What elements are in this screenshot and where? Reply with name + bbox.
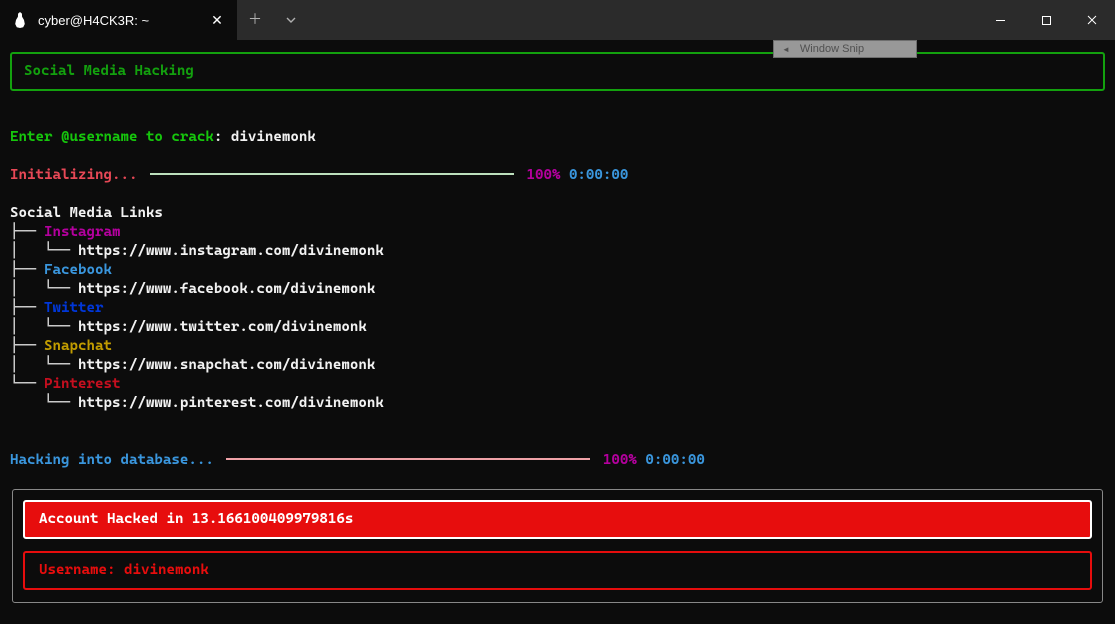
tree-url: │ └── https://www.twitter.com/divinemonk	[10, 318, 1105, 337]
tree-heading: Social Media Links	[10, 204, 1105, 223]
username-banner: Username: divinemonk	[23, 551, 1092, 590]
progress-hacking: Hacking into database... 100% 0:00:00	[10, 451, 1105, 470]
tab-title: cyber@H4CK3R: ~	[38, 11, 199, 30]
tree-url: │ └── https://www.facebook.com/divinemon…	[10, 280, 1105, 299]
window-close-button[interactable]	[1069, 0, 1115, 40]
title-bar: cyber@H4CK3R: ~ ✕ ＋	[0, 0, 1115, 40]
terminal-tab[interactable]: cyber@H4CK3R: ~ ✕	[0, 0, 237, 40]
tree-node: ├── Instagram	[10, 223, 1105, 242]
tree-url: │ └── https://www.snapchat.com/divinemon…	[10, 356, 1105, 375]
prompt-line: Enter @username to crack: divinemonk	[10, 128, 1105, 147]
banner-box: Social Media Hacking	[10, 52, 1105, 91]
snip-overlay-chip: Window Snip	[773, 40, 917, 58]
tree-url: └── https://www.pinterest.com/divinemonk	[10, 394, 1105, 413]
tree-url: │ └── https://www.instagram.com/divinemo…	[10, 242, 1105, 261]
terminal-body[interactable]: Social Media Hacking Enter @username to …	[0, 40, 1115, 613]
progress-bar-1	[150, 173, 514, 175]
tab-dropdown-button[interactable]	[273, 0, 309, 40]
tab-close-button[interactable]: ✕	[209, 11, 225, 30]
new-tab-button[interactable]: ＋	[237, 0, 273, 40]
progress-initializing: Initializing... 100% 0:00:00	[10, 166, 1105, 185]
hacked-banner: Account Hacked in 13.166100409979816s	[23, 500, 1092, 539]
tree-node: ├── Snapchat	[10, 337, 1105, 356]
social-links-tree: ├── Instagram│ └── https://www.instagram…	[10, 223, 1105, 413]
tree-node: ├── Facebook	[10, 261, 1105, 280]
window-minimize-button[interactable]	[977, 0, 1023, 40]
progress-bar-2	[226, 458, 590, 460]
result-panel: Account Hacked in 13.166100409979816s Us…	[12, 489, 1103, 603]
banner-title: Social Media Hacking	[24, 63, 194, 79]
window-maximize-button[interactable]	[1023, 0, 1069, 40]
tree-node: ├── Twitter	[10, 299, 1105, 318]
tree-node: └── Pinterest	[10, 375, 1105, 394]
linux-icon	[12, 12, 28, 28]
